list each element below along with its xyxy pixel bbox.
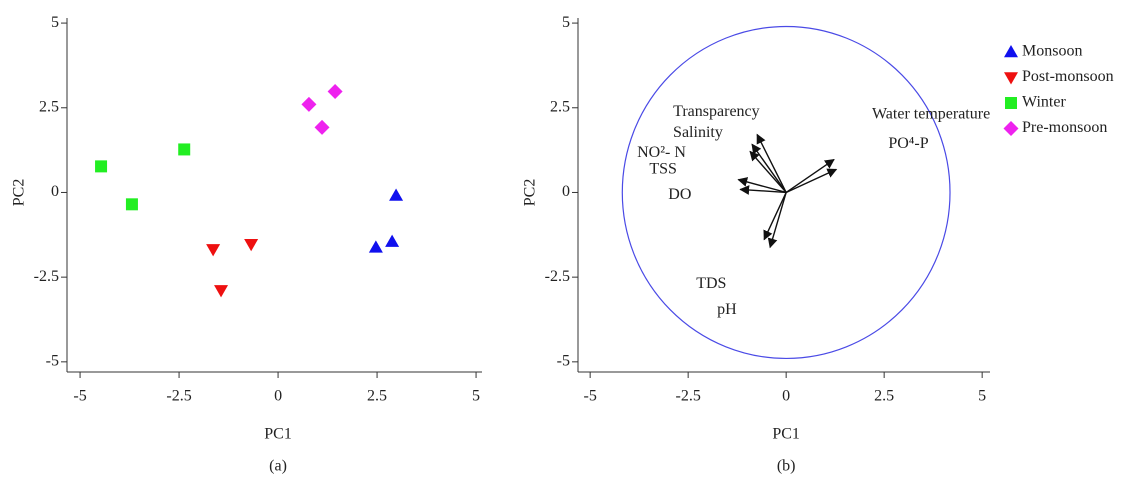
marker <box>214 285 229 298</box>
x-tick-label: 5 <box>978 388 986 405</box>
y-axis-title: PC2 <box>11 179 28 207</box>
loading-label: Transparency <box>673 103 760 120</box>
marker <box>389 188 404 201</box>
y-tick-label: 0 <box>562 183 570 200</box>
marker <box>178 143 191 156</box>
y-tick-label: 2.5 <box>39 98 59 115</box>
correlation-circle <box>621 25 951 360</box>
panel-caption: (b) <box>777 458 796 475</box>
legend-label: Post-monsoon <box>1022 68 1114 85</box>
legend-marker <box>1004 72 1018 85</box>
panel-caption: (a) <box>269 458 287 475</box>
marker <box>95 160 108 173</box>
x-tick-label: 0 <box>782 388 790 405</box>
y-axis-title: PC2 <box>522 179 539 207</box>
loading-label: DO <box>668 186 691 203</box>
legend-label: Monsoon <box>1022 43 1082 60</box>
x-tick-label: 2.5 <box>874 388 894 405</box>
loading-arrow <box>767 192 787 249</box>
loading-arrow <box>749 150 787 193</box>
y-tick-label: 2.5 <box>550 98 570 115</box>
y-tick-label: -5 <box>557 353 570 370</box>
x-tick-label: -5 <box>583 388 596 405</box>
loading-arrow <box>763 192 787 241</box>
legend-marker <box>1005 97 1017 109</box>
legend-marker <box>1003 121 1019 136</box>
loading-arrow <box>785 168 838 194</box>
marker <box>327 84 343 100</box>
loading-label: pH <box>717 301 737 318</box>
marker <box>314 119 330 135</box>
y-tick-label: -2.5 <box>545 268 570 285</box>
marker <box>125 198 138 211</box>
legend-marker <box>1004 45 1018 58</box>
loading-arrow <box>737 177 787 194</box>
loading-label: PO⁴-P <box>888 135 928 152</box>
marker <box>301 96 317 112</box>
y-tick-label: 5 <box>51 14 59 31</box>
marker <box>206 244 221 257</box>
loading-arrow <box>785 159 835 194</box>
marker <box>368 240 383 253</box>
loading-arrow <box>739 185 787 195</box>
x-axis-title: PC1 <box>264 426 292 443</box>
loading-label: TDS <box>696 275 726 292</box>
marker <box>244 239 259 252</box>
x-tick-label: -2.5 <box>675 388 700 405</box>
loading-label: Salinity <box>673 124 723 141</box>
y-tick-label: -2.5 <box>34 268 59 285</box>
legend-label: Pre-monsoon <box>1022 119 1107 136</box>
x-tick-label: 2.5 <box>367 388 387 405</box>
x-axis-title: PC1 <box>772 426 800 443</box>
y-tick-label: -5 <box>46 353 59 370</box>
loading-label: NO²- N <box>637 144 686 161</box>
x-tick-label: -5 <box>73 388 86 405</box>
loading-label: Water temperature <box>872 105 990 122</box>
x-tick-label: 0 <box>274 388 282 405</box>
y-tick-label: 5 <box>562 14 570 31</box>
y-tick-label: 0 <box>51 183 59 200</box>
x-tick-label: 5 <box>472 388 480 405</box>
legend-label: Winter <box>1022 94 1066 111</box>
loading-arrow <box>756 133 787 193</box>
loading-label: TSS <box>649 160 677 177</box>
marker <box>385 234 400 247</box>
x-tick-label: -2.5 <box>166 388 191 405</box>
